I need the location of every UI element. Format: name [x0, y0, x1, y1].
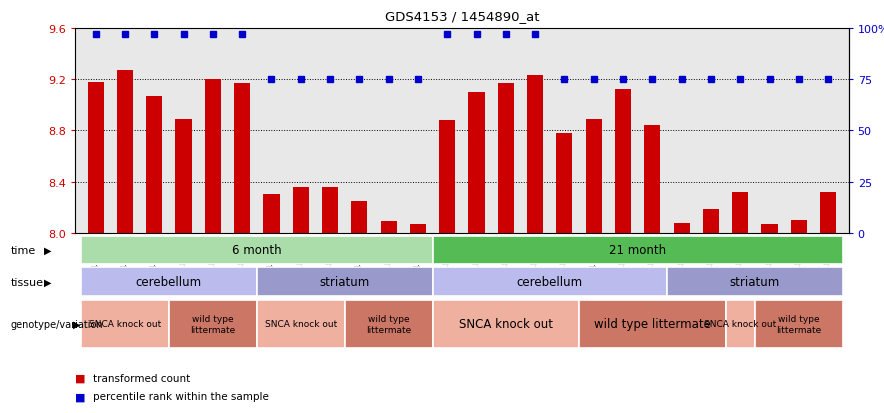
Bar [205, 80, 221, 233]
Bar [146, 97, 163, 233]
Bar [498, 84, 514, 233]
Bar [256, 300, 345, 348]
Text: SNCA knock out: SNCA knock out [459, 318, 552, 331]
Bar [703, 209, 719, 233]
Bar [256, 267, 432, 297]
Bar [586, 120, 602, 233]
Bar [726, 300, 755, 348]
Bar [263, 195, 279, 233]
Bar [293, 188, 309, 233]
Bar [345, 300, 432, 348]
Bar [81, 300, 169, 348]
Text: striatum: striatum [730, 275, 780, 288]
Text: SNCA knock out: SNCA knock out [88, 320, 161, 329]
Bar [410, 224, 426, 233]
Text: 6 month: 6 month [232, 244, 282, 257]
Text: tissue: tissue [11, 277, 43, 287]
Bar [432, 300, 579, 348]
Text: cerebellum: cerebellum [136, 275, 202, 288]
Text: percentile rank within the sample: percentile rank within the sample [93, 392, 269, 401]
Bar [88, 83, 103, 233]
Text: time: time [11, 245, 36, 255]
Bar [667, 267, 842, 297]
Bar [579, 300, 726, 348]
Bar [615, 90, 631, 233]
Text: transformed count: transformed count [93, 373, 190, 383]
Bar [322, 188, 338, 233]
Bar [169, 300, 256, 348]
Bar [351, 202, 368, 233]
Bar [81, 236, 432, 265]
Text: 21 month: 21 month [609, 244, 667, 257]
Bar [176, 120, 192, 233]
Text: ▶: ▶ [44, 277, 51, 287]
Bar [755, 300, 842, 348]
Bar [432, 236, 842, 265]
Text: ▶: ▶ [72, 319, 80, 329]
Text: ■: ■ [75, 373, 86, 383]
Bar [439, 121, 455, 233]
Bar [469, 93, 484, 233]
Bar [381, 222, 397, 233]
Bar [81, 267, 256, 297]
Bar [761, 224, 778, 233]
Text: genotype/variation: genotype/variation [11, 319, 103, 329]
Bar [234, 84, 250, 233]
Bar [556, 134, 573, 233]
Bar [117, 71, 133, 233]
Text: ▶: ▶ [44, 245, 51, 255]
Text: striatum: striatum [320, 275, 370, 288]
Bar [674, 223, 690, 233]
Text: wild type
littermate: wild type littermate [190, 315, 235, 334]
Bar [732, 192, 748, 233]
Text: cerebellum: cerebellum [517, 275, 583, 288]
Bar [791, 221, 807, 233]
Text: wild type littermate: wild type littermate [594, 318, 711, 331]
Text: SNCA knock out: SNCA knock out [264, 320, 337, 329]
Bar [527, 76, 543, 233]
Text: wild type
littermate: wild type littermate [366, 315, 411, 334]
Text: ■: ■ [75, 392, 86, 401]
Bar [432, 267, 667, 297]
Text: GDS4153 / 1454890_at: GDS4153 / 1454890_at [385, 10, 539, 23]
Text: wild type
littermate: wild type littermate [776, 315, 821, 334]
Bar [644, 126, 660, 233]
Bar [820, 192, 836, 233]
Text: SNCA knock out: SNCA knock out [705, 320, 776, 329]
